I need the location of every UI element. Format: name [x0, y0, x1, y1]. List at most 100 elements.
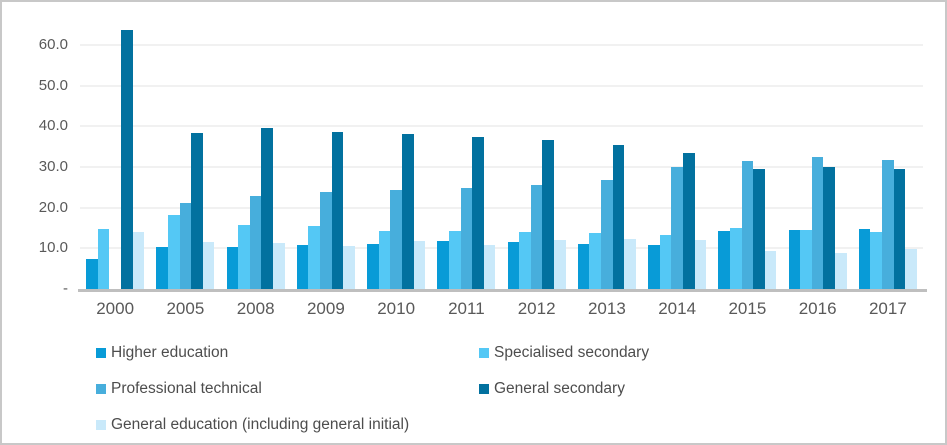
- bar-group: [291, 2, 361, 289]
- y-axis-label: 40.0: [38, 117, 68, 135]
- legend-label: Higher education: [111, 344, 229, 361]
- bar-general-secondary: [753, 169, 765, 289]
- bar-specialised-secondary: [238, 225, 250, 289]
- bar-professional-technical: [530, 185, 543, 289]
- x-axis-label: 2017: [868, 299, 907, 318]
- legend-item: Professional technical: [96, 380, 479, 398]
- bar-general-education-including-general-initial: [624, 238, 636, 289]
- bar-higher-education: [858, 229, 871, 289]
- legend-item: Specialised secondary: [479, 344, 915, 362]
- bar-group: [431, 2, 501, 289]
- x-axis-label: 2015: [728, 299, 767, 318]
- bar-higher-education: [718, 230, 730, 289]
- bar-general-education-including-general-initial: [202, 242, 215, 289]
- bar-general-education-including-general-initial: [413, 241, 426, 289]
- bar-general-secondary: [401, 134, 414, 289]
- bar-group: [361, 2, 431, 289]
- y-axis-label: 10.0: [38, 239, 68, 257]
- bar-professional-technical: [671, 166, 683, 289]
- bar-group: [642, 2, 712, 289]
- bar-general-secondary: [191, 132, 203, 289]
- y-axis-label: 60.0: [38, 35, 68, 53]
- bar-specialised-secondary: [870, 232, 883, 289]
- gridline: [80, 206, 923, 209]
- legend-swatch: [96, 420, 106, 430]
- bar-professional-technical: [601, 179, 613, 289]
- bar-general-secondary: [331, 131, 344, 289]
- y-axis-label: -: [63, 280, 68, 297]
- bar-groups: [80, 2, 923, 289]
- legend-label: General secondary: [494, 380, 625, 397]
- bar-general-education-including-general-initial: [905, 248, 917, 289]
- bar-general-secondary: [682, 153, 695, 289]
- x-axis-label: 2010: [377, 299, 416, 318]
- bar-group: [712, 2, 782, 289]
- legend-label: Professional technical: [111, 380, 262, 397]
- gridline: [80, 165, 923, 168]
- bar-specialised-secondary: [800, 230, 812, 289]
- bar-general-secondary: [542, 140, 555, 289]
- bar-professional-technical: [460, 188, 473, 289]
- bar-specialised-secondary: [589, 232, 602, 289]
- bar-higher-education: [788, 230, 801, 289]
- legend-swatch: [479, 384, 489, 394]
- bar-general-education-including-general-initial: [483, 245, 496, 289]
- legend-swatch: [479, 348, 489, 358]
- bar-specialised-secondary: [659, 235, 672, 289]
- legend-label: Specialised secondary: [494, 344, 650, 361]
- x-axis-label: 2014: [658, 299, 697, 318]
- bar-group: [853, 2, 923, 289]
- bar-higher-education: [648, 245, 660, 289]
- legend-swatch: [96, 384, 106, 394]
- x-axis-label: 2009: [306, 299, 345, 318]
- legend-item: General secondary: [479, 380, 915, 398]
- bar-professional-technical: [249, 195, 262, 289]
- bar-general-education-including-general-initial: [835, 252, 847, 289]
- bar-higher-education: [156, 246, 168, 289]
- bar-higher-education: [507, 242, 520, 289]
- legend-swatch: [96, 348, 106, 358]
- x-axis-label: 2011: [448, 299, 485, 318]
- bar-specialised-secondary: [378, 230, 391, 289]
- legend-label: General education (including general ini…: [111, 416, 410, 433]
- bar-general-education-including-general-initial: [554, 239, 566, 289]
- bar-professional-technical: [741, 160, 754, 289]
- x-axis-label: 2005: [166, 299, 205, 318]
- bar-specialised-secondary: [729, 228, 742, 289]
- gridline: [80, 43, 923, 46]
- x-axis-labels: 2000 2005 2008 2009 2010 2011 2012 2013 2014 2015…: [80, 299, 923, 319]
- bar-higher-education: [437, 241, 449, 289]
- bar-professional-technical: [390, 190, 402, 289]
- bar-general-education-including-general-initial: [694, 240, 707, 289]
- legend-item: General education (including general ini…: [96, 416, 479, 434]
- bar-specialised-secondary: [519, 232, 531, 289]
- bar-general-secondary: [472, 136, 484, 289]
- legend: Higher education Specialised secondary Pro…: [96, 344, 915, 434]
- bar-general-secondary: [893, 169, 906, 289]
- bar-group: [783, 2, 853, 289]
- bar-general-education-including-general-initial: [273, 243, 285, 289]
- bar-professional-technical: [811, 156, 824, 289]
- bar-general-education-including-general-initial: [343, 246, 355, 289]
- bar-higher-education: [367, 244, 379, 289]
- x-axis-label: 2013: [587, 299, 626, 318]
- bar-professional-technical: [320, 192, 332, 289]
- bar-general-secondary: [612, 145, 625, 289]
- gridline: [80, 247, 923, 250]
- bar-general-secondary: [823, 167, 836, 289]
- x-axis-label: 2000: [96, 299, 135, 318]
- bar-specialised-secondary: [448, 230, 461, 289]
- bar-higher-education: [577, 244, 590, 289]
- bar-group: [80, 2, 150, 289]
- gridline: [80, 125, 923, 128]
- bar-professional-technical: [882, 159, 894, 289]
- y-axis-label: 30.0: [38, 157, 68, 175]
- bar-group: [221, 2, 291, 289]
- bar-professional-technical: [179, 202, 192, 289]
- bar-group: [150, 2, 220, 289]
- x-axis-label: 2008: [236, 299, 275, 318]
- x-axis-label: 2016: [798, 299, 837, 318]
- bar-specialised-secondary: [97, 229, 110, 289]
- bar-group: [502, 2, 572, 289]
